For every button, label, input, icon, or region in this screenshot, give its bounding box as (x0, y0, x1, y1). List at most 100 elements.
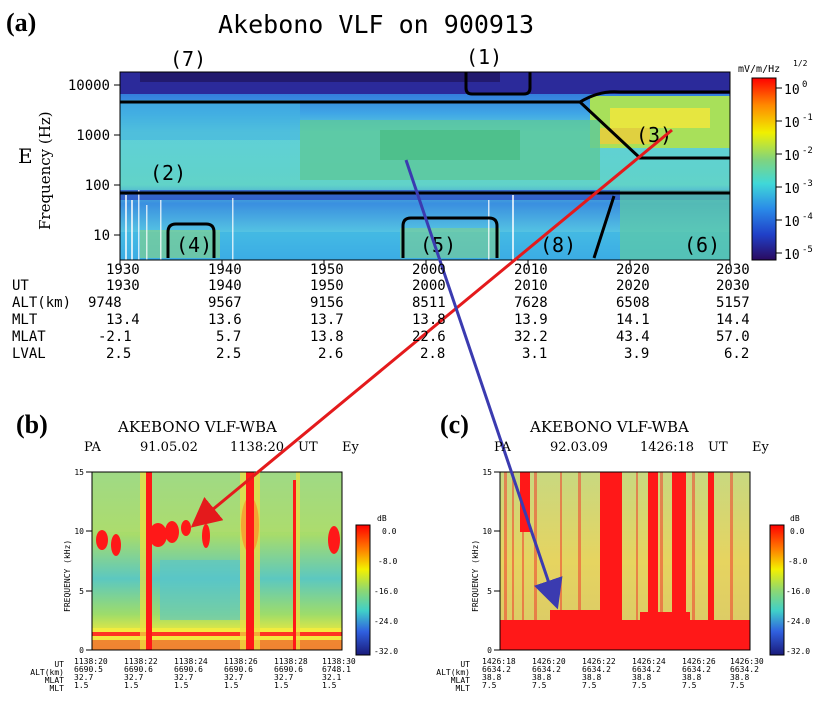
eph-value: 9567 (208, 295, 242, 311)
eph-cell: 1.5 (322, 681, 337, 690)
region-label-7: (7) (170, 47, 206, 71)
colorbar-unit-power: 1/2 (793, 59, 808, 68)
panel-b-colorbar (355, 524, 371, 656)
eph-cell: 1426:30 (730, 657, 764, 666)
subtitle-item: Ey (752, 440, 769, 455)
eph-name: MLT (456, 684, 471, 693)
eph-cell: 32.7 (224, 673, 244, 682)
subtitle-item: 1138:20 (230, 440, 285, 455)
eph-name: MLT (12, 312, 38, 328)
eph-cell: 1426:22 (582, 657, 616, 666)
panel-b-colorbar-tick: 0.0 (382, 527, 397, 536)
region-label-4: (4) (176, 233, 212, 257)
panel-b-eph-cols: 1138:20 6690.5 32.7 1.5 1138:22 6690.6 3… (68, 658, 368, 698)
eph-cell: 1.5 (274, 681, 289, 690)
eph-cell: 6690.6 (224, 665, 253, 674)
subtitle-item: PA (84, 440, 101, 455)
eph-cell: 32.7 (174, 673, 194, 682)
eph-col: 1426:26 6634.2 38.8 7.5 (682, 658, 716, 690)
panel-a-xticks (119, 260, 731, 266)
panel-c-colorbar-tick: -16.0 (786, 587, 810, 596)
eph-value: 5.7 (216, 329, 242, 345)
eph-cell: 1138:22 (124, 657, 158, 666)
eph-cell: 1.5 (174, 681, 189, 690)
eph-cell: 6748.1 (322, 665, 351, 674)
panel-c-bursts (500, 472, 750, 650)
eph-row: LVAL 2.5 2.5 2.6 2.8 3.1 3.9 6.2 (12, 346, 772, 358)
colorbar-tick-power: -1 (802, 113, 813, 123)
xtick-label: 1930 (106, 262, 140, 278)
subtitle-item: 1426:18 (640, 440, 695, 455)
region-label-8: (8) (540, 233, 576, 257)
panel-c-plot (499, 471, 751, 651)
eph-value: 13.6 (208, 312, 242, 328)
panel-b-colorbar-tick: -8.0 (378, 557, 397, 566)
eph-name: MLAT (451, 676, 470, 685)
eph-value: 2030 (716, 278, 750, 294)
ytick-label: 1000 (76, 128, 110, 144)
panel-c-ytick: 10 (482, 527, 492, 536)
colorbar-unit: mV/m/Hz (738, 64, 780, 75)
eph-cell: 6634.2 (632, 665, 661, 674)
eph-value: 2.6 (318, 346, 344, 358)
eph-cell: 38.8 (482, 673, 502, 682)
eph-cell: 1.5 (124, 681, 139, 690)
eph-cell: 1138:28 (274, 657, 308, 666)
eph-value: 6.2 (724, 346, 750, 358)
eph-name: ALT(km) (12, 295, 72, 311)
eph-value: 2.5 (106, 346, 132, 358)
colorbar-tick: 10 (784, 182, 800, 197)
eph-cell: 1.5 (224, 681, 239, 690)
colorbar-tick-power: -4 (802, 212, 813, 222)
eph-cell: 7.5 (532, 681, 547, 690)
eph-cell: 32.7 (124, 673, 144, 682)
panel-b-plot (91, 471, 343, 651)
eph-value: 43.4 (616, 329, 650, 345)
eph-row: UT 1930 1940 1950 2000 2010 2020 2030 (12, 278, 772, 295)
xtick-label: 2030 (716, 262, 750, 278)
subtitle-item: PA (494, 440, 511, 455)
panel-b-colorbar-tick: -16.0 (374, 587, 398, 596)
eph-cell: 1138:24 (174, 657, 208, 666)
panel-c-colorbar-tick: -32.0 (786, 647, 810, 656)
eph-name: UT (54, 660, 64, 669)
colorbar-tick: 10 (784, 149, 800, 164)
eph-name: LVAL (12, 346, 46, 358)
panel-b-ephemeris: UT ALT(km) MLAT MLT (30, 660, 64, 693)
panel-b-label: (b) (16, 410, 48, 439)
eph-value: 1950 (310, 278, 344, 294)
eph-cell: 1138:30 (322, 657, 356, 666)
eph-cell: 38.8 (682, 673, 702, 682)
panel-a-colorbar (751, 77, 782, 261)
eph-cell: 6690.6 (174, 665, 203, 674)
xtick-label: 2020 (616, 262, 650, 278)
eph-value: 2000 (412, 278, 446, 294)
eph-cell: 7.5 (730, 681, 745, 690)
eph-cell: 38.8 (632, 673, 652, 682)
eph-value: 14.4 (716, 312, 750, 328)
eph-col: 1426:20 6634.2 38.8 7.5 (532, 658, 566, 690)
panel-a-streaks (125, 190, 514, 260)
eph-cell: 6690.6 (274, 665, 303, 674)
panel-c-ytick: 0 (487, 646, 492, 655)
eph-value: 14.1 (616, 312, 650, 328)
eph-value: 22.6 (412, 329, 446, 345)
eph-value: 9748 (88, 295, 122, 311)
eph-value: 5157 (716, 295, 750, 311)
eph-col: 1138:28 6690.6 32.7 1.5 (274, 658, 308, 690)
panel-a-ephemeris: UT 1930 1940 1950 2000 2010 2020 2030 AL… (12, 278, 772, 358)
panel-a-plot (119, 71, 731, 261)
eph-col: 1426:30 6634.2 38.8 7.5 (730, 658, 764, 690)
eph-col: 1426:24 6634.2 38.8 7.5 (632, 658, 666, 690)
region-label-2: (2) (150, 161, 186, 185)
xtick-label: 2010 (514, 262, 548, 278)
eph-name: ALT(km) (436, 668, 470, 677)
panel-b-title: AKEBONO VLF-WBA (118, 418, 277, 436)
panel-b-ylabel: FREQUENCY (kHz) (63, 540, 72, 612)
eph-cell: 1426:26 (682, 657, 716, 666)
eph-value: 13.9 (514, 312, 548, 328)
colorbar-tick: 10 (784, 83, 800, 98)
eph-cell: 38.8 (582, 673, 602, 682)
panel-c-label: (c) (440, 410, 469, 439)
eph-cell: 6634.2 (582, 665, 611, 674)
